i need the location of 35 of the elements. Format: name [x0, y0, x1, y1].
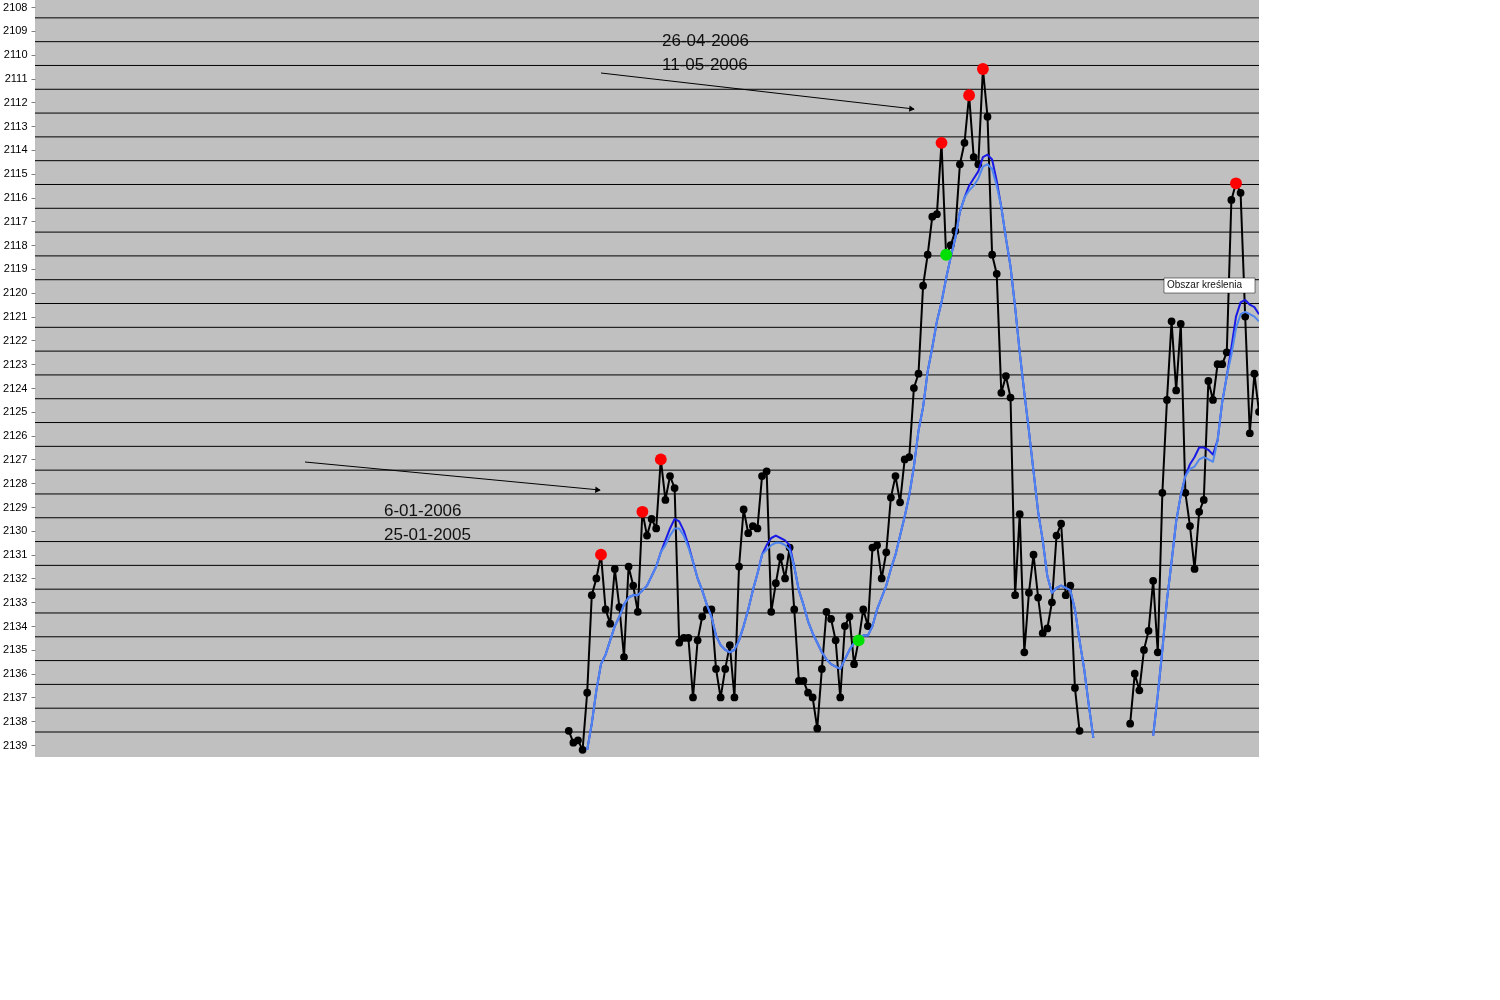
y-tick-label: 2133 [3, 595, 28, 608]
y-tick-label: 2122 [3, 333, 28, 346]
y-tick-label: 2118 [3, 238, 28, 251]
y-tick-label: 2121 [3, 310, 28, 323]
y-tick-label: 2127 [3, 452, 28, 465]
y-tick-label: 2125 [3, 405, 28, 418]
y-tick-label: 2123 [3, 357, 28, 370]
y-tick-label: 2136 [3, 667, 28, 680]
y-tick-label: 2131 [3, 548, 28, 561]
y-tick-label: 2114 [3, 143, 28, 156]
y-tick-label: 2115 [3, 167, 28, 180]
y-tick-label: 2135 [3, 643, 28, 656]
y-tick-label: 2134 [3, 619, 28, 632]
y-tick-label: 2120 [3, 286, 28, 299]
y-tick-label: 2117 [3, 214, 28, 227]
y-tick-label: 2137 [3, 690, 28, 703]
annotation: 6-01-2006 [384, 501, 462, 520]
annotation: Obszar kreślenia [1167, 279, 1243, 290]
y-tick-label: 2132 [3, 571, 28, 584]
y-tick-label: 2110 [3, 48, 28, 61]
y-tick-label: 2119 [3, 262, 28, 275]
y-tick-label: 2128 [3, 476, 28, 489]
y-tick-label: 2138 [3, 714, 28, 727]
y-tick-label: 2126 [3, 429, 28, 442]
y-tick-label: 2108 [3, 0, 28, 13]
y-tick-label: 2113 [3, 119, 28, 132]
annotation: 25-01-2005 [384, 525, 471, 544]
y-tick-label: 2139 [3, 738, 28, 751]
y-tick-label: 2109 [3, 24, 28, 37]
y-tick-label: 2112 [3, 95, 28, 108]
y-tick-label: 2129 [3, 500, 28, 513]
y-tick-label: 2111 [4, 72, 28, 85]
y-tick-label: 2116 [3, 191, 28, 204]
y-tick-label: 2130 [3, 524, 28, 537]
y-tick-label: 2124 [3, 381, 28, 394]
